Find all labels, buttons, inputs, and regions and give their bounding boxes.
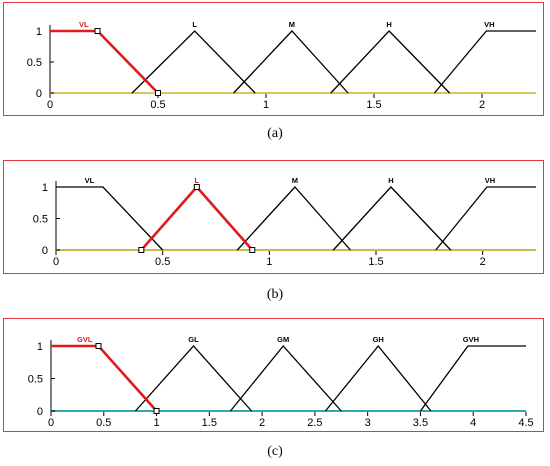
x-tick-label: 3.5 <box>413 417 428 429</box>
mf-label-h: H <box>386 20 391 29</box>
x-tick-label: 1 <box>153 417 159 429</box>
x-tick-label: 0 <box>47 99 53 111</box>
mf-control-point[interactable] <box>249 247 256 253</box>
mf-curve-l <box>131 30 256 94</box>
x-tick-label: 1 <box>266 256 272 268</box>
mf-curve-vh <box>433 30 536 94</box>
membership-chart-c: 0 0.5 1 1.5 2 2.5 3 3.5 4 4.5 0 0.5 1 GL GM GH GVH GVL <box>28 335 534 429</box>
x-tick-label: 2 <box>480 256 486 268</box>
mf-label-l: L <box>192 20 197 29</box>
x-tick-label: 3 <box>365 417 371 429</box>
membership-chart-a: 0 0.5 1 1.5 2 0 0.5 1 L M H VH VL <box>27 20 536 111</box>
mf-curve-h <box>332 186 452 251</box>
chart-panel-c: 0 0.5 1 1.5 2 2.5 3 3.5 4 4.5 0 0.5 1 GL GM GH GVH GVL <box>3 318 544 432</box>
x-tick-label: 2 <box>259 417 265 429</box>
y-tick-label: 0 <box>42 245 48 257</box>
mf-curve-vh <box>435 186 536 251</box>
chart-panel-a: 0 0.5 1 1.5 2 0 0.5 1 L M H VH VL <box>3 2 544 116</box>
x-tick-label: 1.5 <box>368 256 383 268</box>
mf-label-vl: VL <box>85 176 95 185</box>
mf-curve-gm <box>229 344 342 412</box>
y-tick-label: 1 <box>42 182 48 194</box>
x-tick-label: 0 <box>53 256 59 268</box>
y-tick-label: 0.5 <box>28 374 43 386</box>
mf-label-m: M <box>289 20 295 29</box>
mf-label-l: L <box>195 176 200 185</box>
mf-curve-gvh <box>419 345 526 412</box>
mf-label-vl: VL <box>79 20 89 29</box>
x-tick-label: 1.5 <box>202 417 217 429</box>
mf-curve-m <box>236 186 351 251</box>
mf-label-vh: VH <box>484 20 494 29</box>
mf-label-gvl: GVL <box>77 335 93 344</box>
x-tick-label: 1 <box>263 99 269 111</box>
mf-control-point[interactable] <box>155 90 161 96</box>
mf-curve-vl <box>56 186 164 251</box>
x-tick-label: 0 <box>48 417 54 429</box>
x-tick-label: 0.5 <box>96 417 111 429</box>
mf-label-gh: GH <box>373 335 384 344</box>
mf-curve-gl <box>134 345 253 412</box>
mf-control-point[interactable] <box>95 343 102 349</box>
mf-label-gm: GM <box>277 335 289 344</box>
mf-label-gl: GL <box>188 335 199 344</box>
caption-a: (a) <box>267 126 283 141</box>
x-tick-label: 4.5 <box>518 417 533 429</box>
mf-control-point[interactable] <box>138 247 145 253</box>
x-tick-label: 0.5 <box>150 99 165 111</box>
mf-curve-gvl <box>51 344 158 412</box>
x-tick-label: 2 <box>479 99 485 111</box>
chart-panel-b: 0 0.5 1 1.5 2 0 0.5 1 VL M H VH L <box>3 160 544 274</box>
mf-curve-h <box>330 30 451 94</box>
x-tick-label: 2.5 <box>307 417 322 429</box>
y-tick-label: 0 <box>36 88 42 100</box>
y-tick-label: 0.5 <box>33 214 48 226</box>
mf-curve-m <box>233 30 349 94</box>
y-tick-label: 0 <box>37 406 43 418</box>
mf-label-vh: VH <box>485 176 495 185</box>
x-tick-label: 1.5 <box>366 99 381 111</box>
mf-curve-l <box>140 185 254 251</box>
x-tick-label: 0.5 <box>155 256 170 268</box>
mf-control-point[interactable] <box>193 184 200 190</box>
y-tick-label: 1 <box>36 26 42 38</box>
mf-control-point[interactable] <box>153 408 160 414</box>
mf-label-gvh: GVH <box>463 335 479 344</box>
y-tick-label: 1 <box>37 341 43 353</box>
y-tick-label: 0.5 <box>27 57 42 69</box>
membership-chart-b: 0 0.5 1 1.5 2 0 0.5 1 VL M H VH L <box>33 176 536 268</box>
mf-label-m: M <box>292 176 298 185</box>
mf-control-point[interactable] <box>94 28 101 34</box>
x-tick-label: 4 <box>470 417 476 429</box>
mf-label-h: H <box>388 176 393 185</box>
caption-b: (b) <box>266 287 284 302</box>
mf-curve-gh <box>324 344 432 412</box>
caption-c: (c) <box>267 444 283 459</box>
